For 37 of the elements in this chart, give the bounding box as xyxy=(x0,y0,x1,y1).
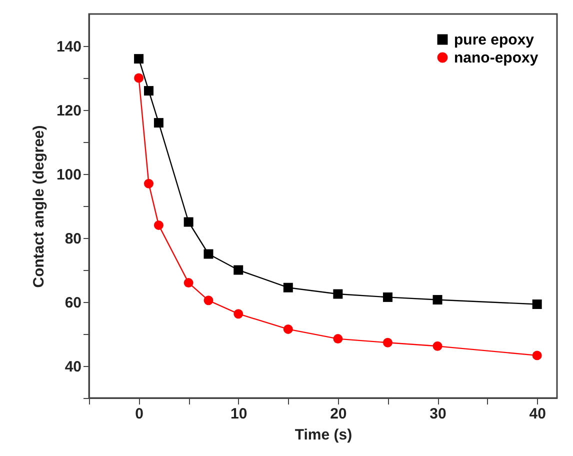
point xyxy=(204,249,214,259)
y-tick-label: 60 xyxy=(64,294,82,312)
point xyxy=(382,338,392,348)
point xyxy=(283,324,293,334)
point xyxy=(184,278,194,288)
point xyxy=(154,220,164,230)
point xyxy=(134,73,144,83)
point xyxy=(144,86,154,96)
point xyxy=(333,289,343,299)
y-axis-title: Contact angle (degree) xyxy=(30,125,48,288)
point xyxy=(234,309,244,319)
point xyxy=(432,341,442,351)
point xyxy=(532,350,542,360)
y-tick-label: 140 xyxy=(56,38,82,56)
legend-label: nano-epoxy xyxy=(454,50,539,66)
x-tick-label: 0 xyxy=(135,406,144,422)
point xyxy=(234,265,244,275)
point xyxy=(184,217,194,227)
y-tick-label: 100 xyxy=(56,166,82,184)
point xyxy=(283,282,293,292)
point xyxy=(204,296,214,306)
x-tick-label: 40 xyxy=(529,406,546,422)
point xyxy=(144,178,154,188)
y-tick-label: 40 xyxy=(64,358,82,376)
x-axis-title: Time (s) xyxy=(294,426,352,444)
x-tick-label: 30 xyxy=(430,406,446,422)
point xyxy=(154,118,164,128)
point xyxy=(333,334,343,344)
legend-label: pure epoxy xyxy=(454,32,535,48)
point xyxy=(532,299,542,309)
x-tick-label: 10 xyxy=(230,406,248,422)
point xyxy=(134,54,144,64)
point xyxy=(432,295,442,305)
y-tick-label: 120 xyxy=(56,102,82,120)
x-tick-label: 20 xyxy=(330,406,347,422)
y-tick-label: 80 xyxy=(64,230,82,248)
point xyxy=(382,292,392,302)
